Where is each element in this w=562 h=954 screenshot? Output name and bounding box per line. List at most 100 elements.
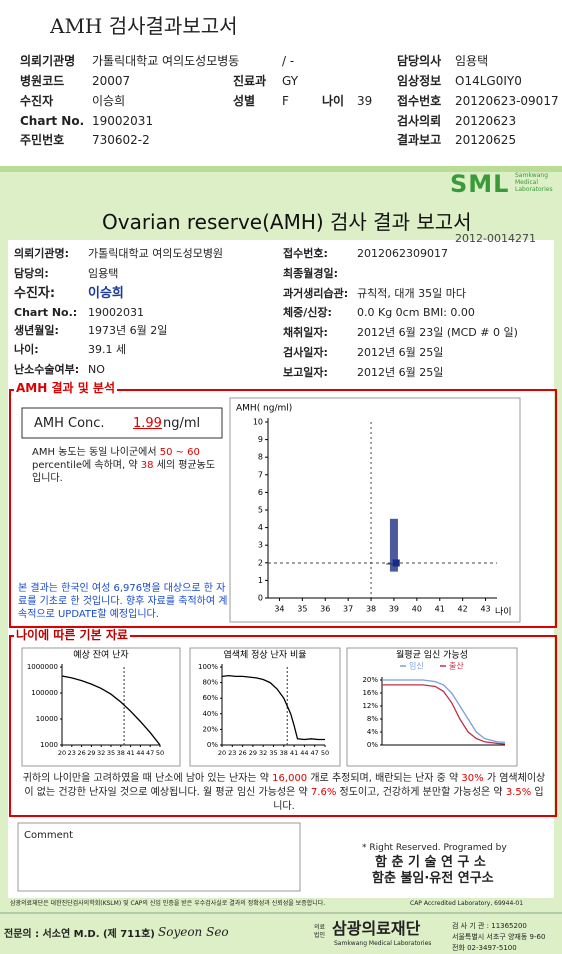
field-value: 임용택 bbox=[455, 54, 489, 68]
amh-note: 본 결과는 한국인 여성 6,976명을 대상으로 한 자료를 기초로 한 것입… bbox=[18, 583, 228, 620]
conc-unit: ng/ml bbox=[163, 416, 201, 431]
info-value: 19002031 bbox=[88, 306, 144, 319]
info-value: 가톨릭대학교 여의도성모병원 bbox=[88, 247, 224, 260]
x-tick-label: 29 bbox=[249, 749, 257, 757]
field-value: GY bbox=[282, 74, 299, 88]
credit: 함춘 불임·유전 연구소 bbox=[372, 871, 494, 886]
highlight: 38 bbox=[140, 460, 154, 471]
x-tick-label: 35 bbox=[297, 605, 307, 614]
info-label: 나이: bbox=[14, 343, 39, 356]
info-label: 보고일자: bbox=[283, 366, 328, 379]
field-value: 20007 bbox=[92, 74, 131, 88]
x-tick-label: 26 bbox=[77, 749, 85, 757]
x-axis-label: 나이 bbox=[495, 607, 512, 618]
highlight: 16,000 bbox=[272, 773, 308, 784]
x-tick-label: 41 bbox=[435, 605, 445, 614]
text: 가 염색체이상이 없는 건강한 난자일 것으로 예상됩니다. 월 평균 임신 가… bbox=[24, 773, 546, 798]
x-tick-label: 23 bbox=[68, 749, 76, 757]
field-value: 39 bbox=[357, 94, 373, 108]
x-tick-label: 20 bbox=[218, 749, 226, 757]
y-tick-label: 2 bbox=[258, 558, 263, 567]
y-tick-label: 8% bbox=[367, 715, 378, 723]
x-tick-label: 35 bbox=[269, 749, 277, 757]
x-tick-label: 23 bbox=[228, 749, 236, 757]
conc-value: 1.99 bbox=[133, 416, 162, 431]
info-value: 2012년 6월 23일 (MCD # 0 일) bbox=[357, 326, 518, 339]
info-label: 체중/신장: bbox=[283, 306, 332, 319]
y-tick-label: 16% bbox=[362, 689, 378, 697]
field-label: Chart No. bbox=[20, 114, 85, 128]
signature: Soyeon Seo bbox=[158, 925, 229, 939]
info-value: 임용택 bbox=[88, 267, 119, 280]
contact: 서울특별시 서초구 양재동 9-60 bbox=[452, 933, 546, 941]
x-tick-label: 38 bbox=[366, 605, 376, 614]
section-title: 나이에 따른 기본 자료 bbox=[14, 628, 130, 642]
y-tick-label: 40% bbox=[202, 710, 218, 718]
doctor: 전문의 : 서소연 M.D. (제 711호) bbox=[4, 929, 155, 940]
field-label: 담당의사 bbox=[397, 54, 442, 68]
summary: 귀하의 나이만을 고려하였을 때 난소에 남아 있는 난자는 약 16,000 … bbox=[20, 772, 548, 814]
x-tick-label: 35 bbox=[107, 749, 115, 757]
field-label: 나이 bbox=[322, 94, 345, 108]
legend-label: 출산 bbox=[449, 661, 464, 671]
highlight: 3.5% bbox=[505, 787, 532, 798]
amh-chart-frame bbox=[229, 397, 521, 623]
field-label: 성별 bbox=[233, 94, 256, 108]
info-value: 규칙적, 대개 35일 마다 bbox=[357, 287, 466, 300]
y-axis-label: AMH( ng/ml) bbox=[236, 404, 292, 414]
x-tick-label: 47 bbox=[146, 749, 154, 757]
field-label: 임상정보 bbox=[397, 74, 442, 88]
x-tick-label: 34 bbox=[274, 605, 284, 614]
y-tick-label: 7 bbox=[258, 470, 263, 479]
logo: SML bbox=[450, 170, 510, 198]
info-label: 최종월경일: bbox=[283, 267, 338, 280]
text: AMH 농도는 동일 나이군에서 bbox=[32, 447, 157, 458]
y-tick-label: 1000 bbox=[40, 741, 58, 749]
info-label: 생년월일: bbox=[14, 324, 59, 337]
x-tick-label: 36 bbox=[320, 605, 330, 614]
x-tick-label: 40 bbox=[412, 605, 422, 614]
info-value: 1973년 6월 2일 bbox=[88, 324, 168, 337]
y-tick-label: 100000 bbox=[31, 689, 58, 697]
page-title: AMH 검사결과보고서 bbox=[50, 14, 238, 38]
y-tick-label: 20% bbox=[202, 725, 218, 733]
y-tick-label: 8 bbox=[258, 453, 263, 462]
x-tick-label: 44 bbox=[136, 749, 144, 757]
point bbox=[392, 559, 400, 567]
credit: * Right Reserved. Programed by bbox=[362, 843, 507, 853]
info-label: 의뢰기관명: bbox=[14, 247, 69, 260]
field-label: 검사의뢰 bbox=[397, 114, 442, 128]
field-value: 이승희 bbox=[92, 94, 126, 108]
field-value: 20120623-09017 bbox=[455, 94, 559, 108]
field-value: F bbox=[282, 94, 289, 108]
report-title: Ovarian reserve(AMH) 검사 결과 보고서 bbox=[102, 210, 472, 234]
highlight: 30% bbox=[461, 773, 484, 784]
field-label: 의뢰기관명 bbox=[20, 54, 76, 68]
y-tick-label: 9 bbox=[258, 435, 263, 444]
field-value: 20120623 bbox=[455, 114, 517, 128]
x-tick-label: 32 bbox=[97, 749, 105, 757]
y-tick-label: 80% bbox=[202, 679, 218, 687]
info-label: 검사일자: bbox=[283, 346, 328, 359]
highlight: 7.6% bbox=[310, 787, 337, 798]
field-label: 접수번호 bbox=[397, 94, 442, 108]
org-en: Samkwang Medical Laboratories bbox=[334, 940, 432, 947]
y-tick-label: 0% bbox=[367, 741, 378, 749]
text: 개로 추정되며, 배란되는 난자 중 약 bbox=[310, 773, 459, 784]
mini-chart-title: 예상 잔여 난자 bbox=[73, 649, 129, 661]
y-tick-label: 12% bbox=[362, 702, 378, 710]
contact: 검 사 기 관 : 11365200 bbox=[452, 922, 527, 930]
info-label: 담당의: bbox=[14, 267, 49, 280]
mini-chart-title: 월평균 임신 가능성 bbox=[396, 649, 468, 661]
x-tick-label: 20 bbox=[58, 749, 66, 757]
text: percentile에 속하며, 약 bbox=[32, 460, 138, 471]
field-value: 가톨릭대학교 여의도성모병동 bbox=[92, 54, 240, 68]
info-value: NO bbox=[88, 363, 105, 376]
y-tick-label: 20% bbox=[362, 676, 378, 684]
x-tick-label: 39 bbox=[389, 605, 399, 614]
section-title: AMH 결과 및 분석 bbox=[14, 381, 118, 395]
mini-chart-title: 염색체 정상 난자 비율 bbox=[223, 650, 306, 661]
y-tick-label: 10000 bbox=[36, 715, 58, 723]
